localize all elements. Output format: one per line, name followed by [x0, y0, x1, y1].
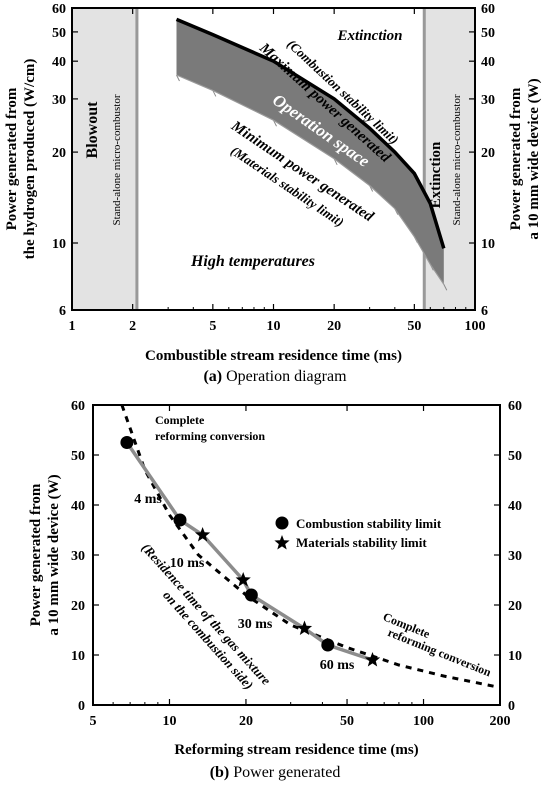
- label-4ms: 4 ms: [134, 492, 162, 507]
- x-tick-label-a: 20: [327, 319, 341, 334]
- x-tick-label-b: 10: [162, 714, 176, 729]
- x-tick-label-b: 200: [490, 714, 511, 729]
- x-tick-label-b: 20: [239, 714, 253, 729]
- x-tick-label-a: 50: [407, 319, 421, 334]
- combustion-limit-point: [173, 513, 187, 527]
- materials-limit-point: [235, 572, 251, 587]
- y-tick-label-b-right: 50: [508, 449, 522, 464]
- complete-top-1: Complete: [155, 413, 205, 427]
- extinction-right-label: Extinction: [428, 141, 444, 208]
- y-tick-label-a-right: 30: [481, 93, 495, 108]
- y-tick-label-a-left: 10: [52, 237, 66, 252]
- y-axis-label-a-right-1: Power generated from: [508, 87, 524, 230]
- residence-annotation-2: on the combustion side): [160, 588, 256, 693]
- blowout-region: [72, 8, 137, 310]
- x-tick-label-b: 50: [340, 714, 354, 729]
- label-60ms: 60 ms: [320, 658, 355, 673]
- complete-right-2: reforming conversion: [386, 625, 494, 679]
- caption-b-text: Power generated: [233, 764, 341, 781]
- y-axis-label-a-left-1: Power generated from: [4, 87, 20, 230]
- y-tick-label-a-right: 6: [481, 304, 488, 319]
- y-tick-label-b-right: 40: [508, 499, 522, 514]
- extinction-top-label: Extinction: [336, 28, 402, 44]
- y-tick-label-a-left: 40: [52, 55, 66, 70]
- y-tick-label-b-right: 30: [508, 549, 522, 564]
- y-tick-label-a-right: 40: [481, 55, 495, 70]
- x-tick-label-a: 2: [129, 319, 136, 334]
- materials-limit-point: [364, 652, 381, 667]
- y-tick-label-b-right: 20: [508, 599, 522, 614]
- caption-a-text: Operation diagram: [226, 368, 347, 385]
- blowout-label: Blowout: [84, 101, 101, 159]
- combustion-limit-point: [120, 436, 134, 449]
- x-tick-label-b: 100: [413, 714, 434, 729]
- x-axis-label-b: Reforming stream residence time (ms): [174, 742, 418, 758]
- combustion-limit-point: [244, 588, 258, 602]
- x-tick-label-a: 1: [69, 319, 76, 334]
- y-tick-label-b-left: 40: [71, 499, 85, 514]
- complete-top-2: reforming conversion: [155, 429, 265, 443]
- legend-star-marker: [274, 535, 290, 550]
- x-axis-label-a: Combustible stream residence time (ms): [145, 348, 402, 364]
- blowout-sublabel: Stand-alone micro-combustor: [111, 94, 123, 225]
- y-axis-label-b-2: a 10 mm wide device (W): [46, 474, 62, 635]
- minimum-power-line: [176, 74, 445, 285]
- y-tick-label-b-left: 0: [78, 699, 85, 714]
- materials-limit-point: [296, 620, 313, 635]
- combustion-limit-point: [321, 638, 335, 652]
- y-axis-label-a-left-2: the hydrogen produced (W/cm): [22, 59, 38, 260]
- y-tick-label-b-left: 30: [71, 549, 85, 564]
- y-tick-label-b-left: 20: [71, 599, 85, 614]
- y-tick-label-a-left: 60: [52, 2, 66, 17]
- materials-limit-point: [195, 527, 211, 542]
- legend-combustion-label: Combustion stability limit: [296, 516, 442, 531]
- label-10ms: 10 ms: [170, 556, 205, 571]
- y-axis-label-a-right-2: a 10 mm wide device (W): [526, 78, 542, 239]
- caption-a-label: (a): [203, 368, 223, 385]
- y-tick-label-a-left: 30: [52, 93, 66, 108]
- operation-space-area: [176, 19, 444, 285]
- y-tick-label-a-left: 6: [59, 304, 66, 319]
- y-tick-label-b-right: 60: [508, 399, 522, 414]
- y-tick-label-b-right: 10: [508, 649, 522, 664]
- label-30ms: 30 ms: [238, 617, 273, 632]
- y-tick-label-b-left: 50: [71, 449, 85, 464]
- caption-a: (a) Operation diagram: [0, 368, 550, 386]
- caption-b: (b) Power generated: [0, 764, 550, 782]
- maximum-power-line: [175, 17, 446, 249]
- high-temperatures-label: High temperatures: [190, 253, 315, 270]
- min-limit-hatch: [443, 284, 448, 291]
- min-limit-hatch: [176, 74, 180, 82]
- min-limit-hatch: [212, 90, 217, 97]
- legend-materials-label: Materials stability limit: [296, 535, 427, 550]
- y-tick-label-b-right: 0: [508, 699, 515, 714]
- y-tick-label-b-left: 10: [71, 649, 85, 664]
- caption-b-label: (b): [209, 764, 230, 781]
- x-tick-label-a: 5: [209, 319, 216, 334]
- y-tick-label-a-left: 50: [52, 26, 66, 41]
- x-tick-label-b: 5: [90, 714, 97, 729]
- y-axis-label-b-1: Power generated from: [28, 483, 44, 626]
- y-tick-label-a-right: 50: [481, 26, 495, 41]
- y-tick-label-a-right: 60: [481, 2, 495, 17]
- y-tick-label-a-left: 20: [52, 146, 66, 161]
- y-tick-label-a-right: 10: [481, 237, 495, 252]
- complete-conversion-dashed-line: [120, 405, 500, 689]
- x-tick-label-a: 100: [465, 319, 486, 334]
- x-tick-label-a: 10: [267, 319, 281, 334]
- extinction-right-sublabel: Stand-alone micro-combustor: [451, 94, 463, 225]
- y-tick-label-b-left: 60: [71, 399, 85, 414]
- y-tick-label-a-right: 20: [481, 146, 495, 161]
- legend-circle-marker: [275, 516, 289, 530]
